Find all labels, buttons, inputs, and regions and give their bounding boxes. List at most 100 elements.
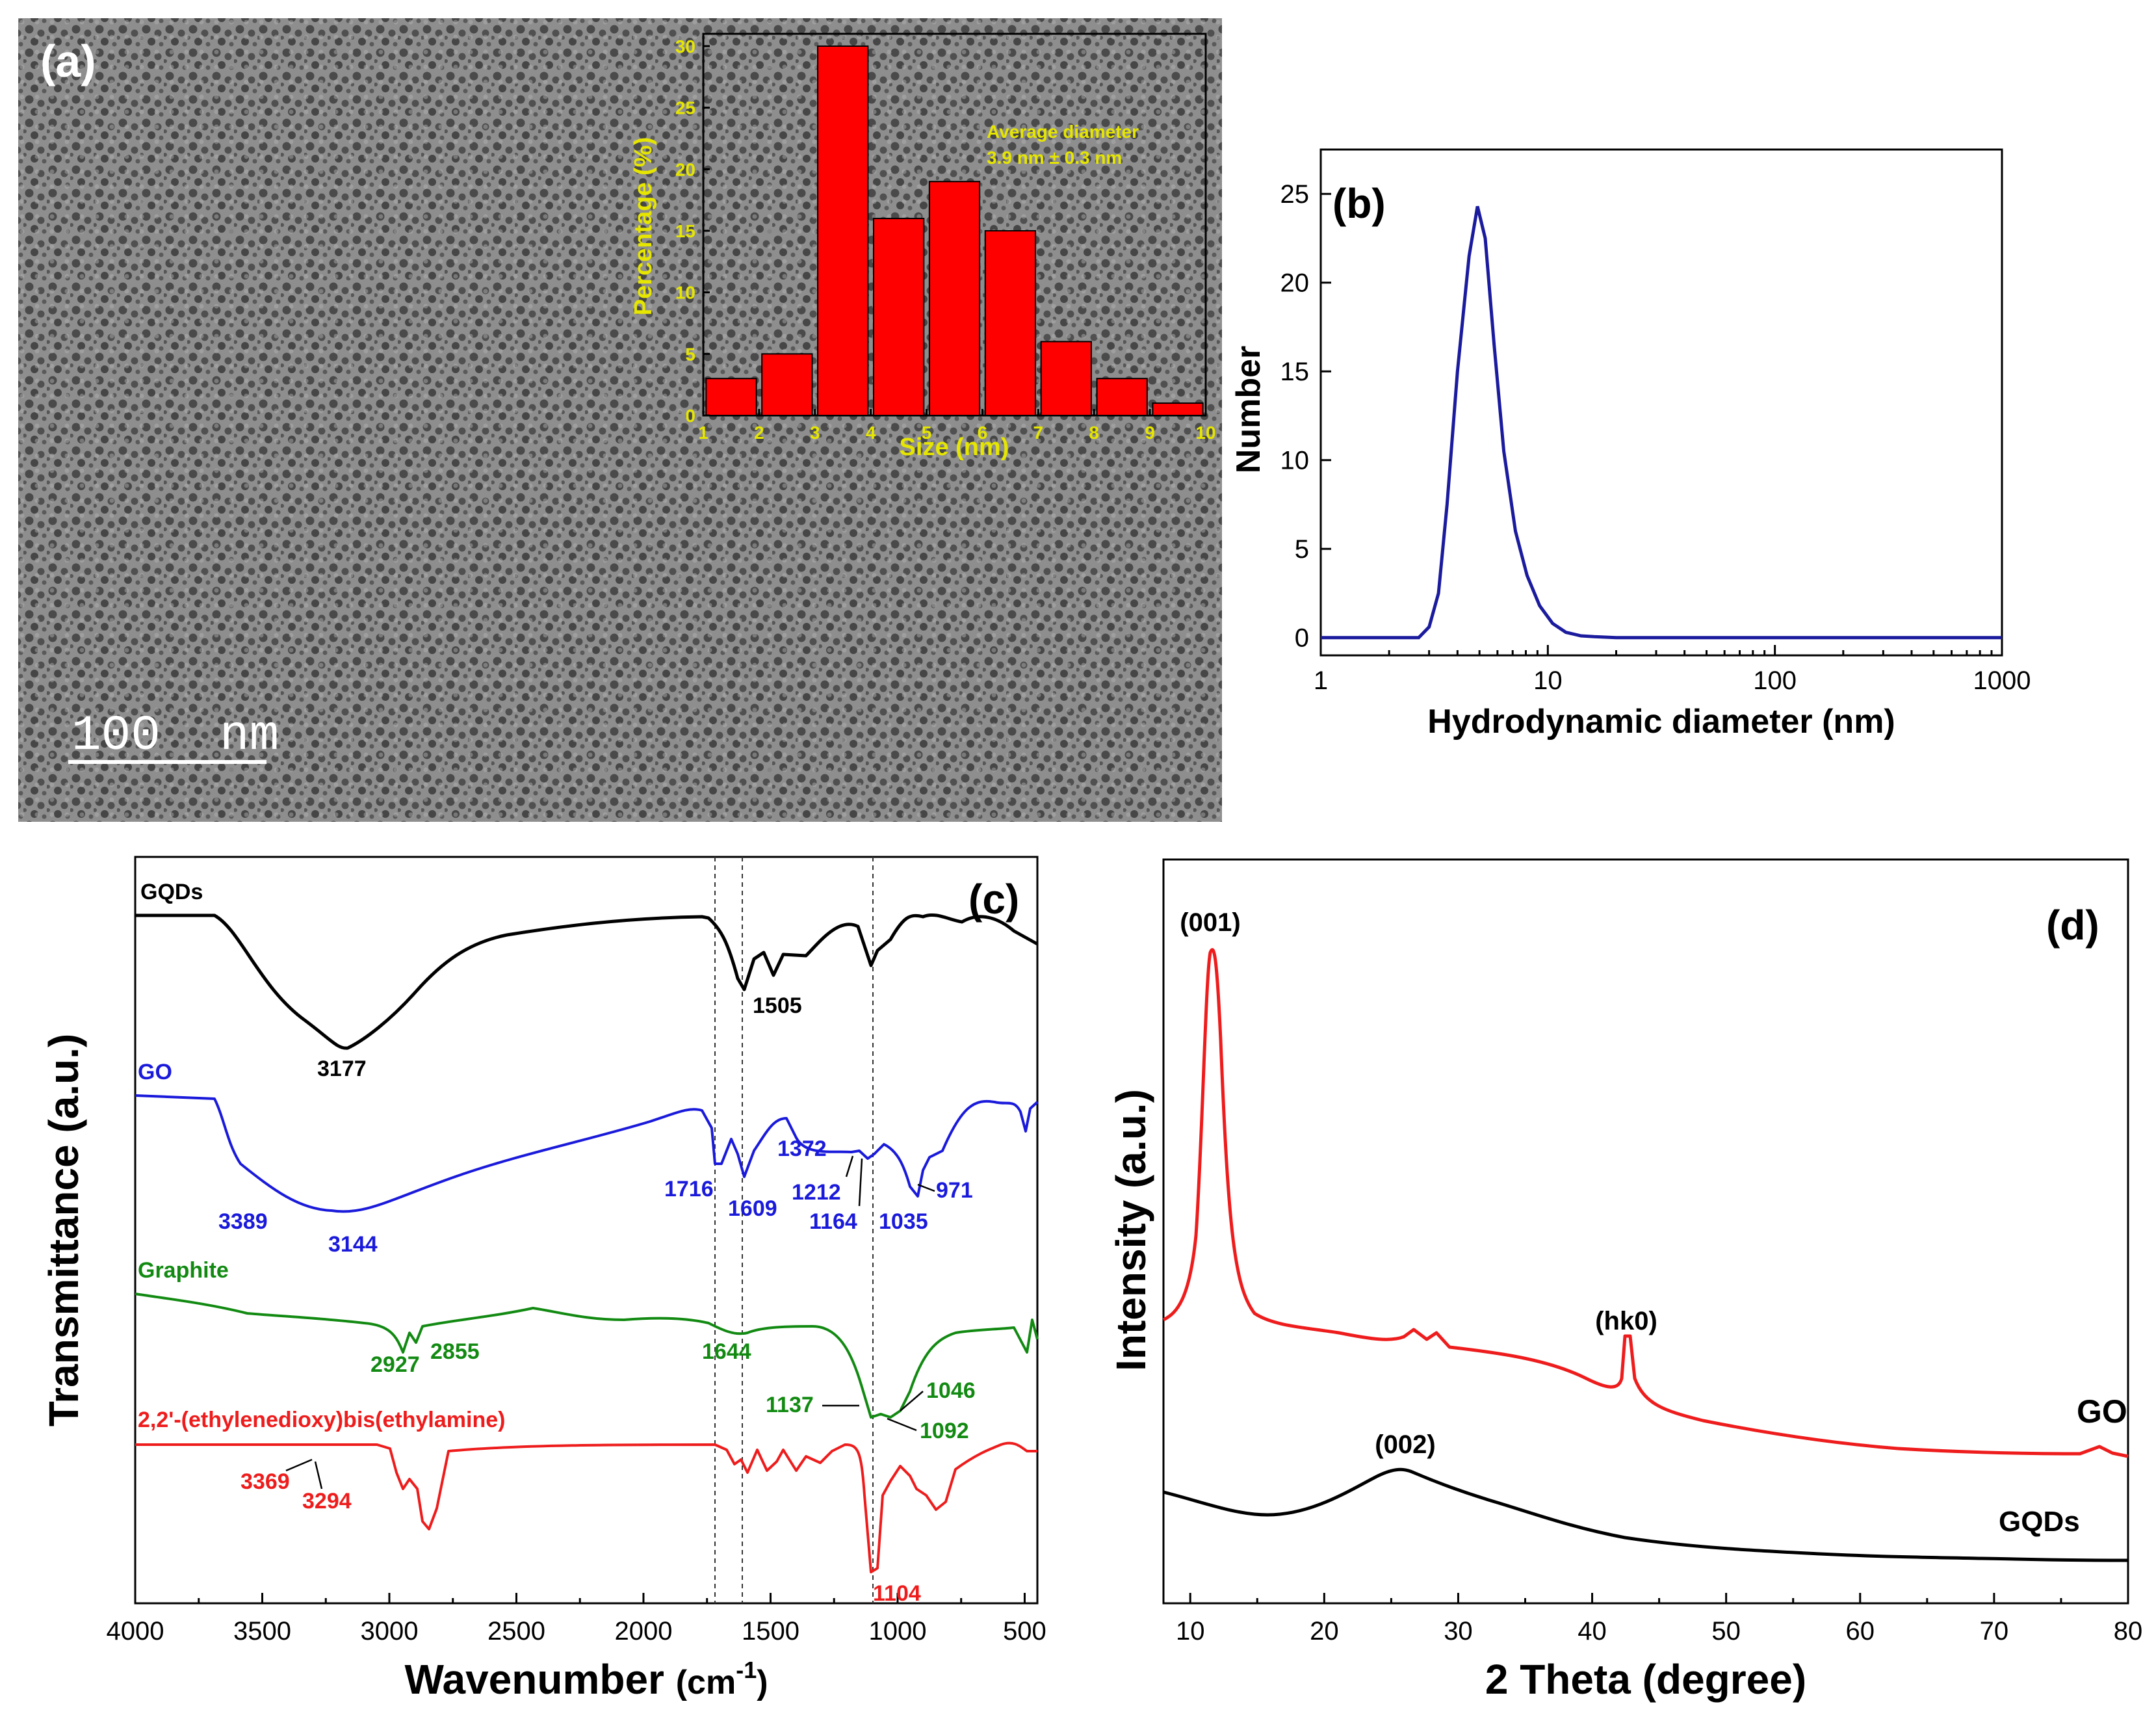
annotation-002: (002): [1375, 1430, 1435, 1459]
peak-1372: 1372: [777, 1136, 827, 1161]
peak-2855: 2855: [430, 1339, 480, 1364]
hist-ytick-label: 20: [675, 159, 695, 179]
d-xtick-label: 20: [1310, 1617, 1339, 1646]
d-xtick-label: 40: [1578, 1617, 1607, 1646]
diamine-ftir-line: [135, 1441, 1037, 1573]
hist-ytick-label: 30: [675, 36, 695, 57]
scale-bar-label: 100 nm: [71, 708, 279, 764]
arrow-1046: [900, 1391, 924, 1411]
reference-lines: [714, 857, 874, 1603]
c-xtick-label: 2500: [487, 1617, 545, 1646]
d-xtick-label: 10: [1176, 1617, 1205, 1646]
arrow-3294: [314, 1461, 323, 1489]
peak-1716: 1716: [664, 1177, 714, 1201]
hist-ytick-label: 10: [675, 283, 695, 303]
panel-c-xlabel: Wavenumber (cm-1): [404, 1656, 768, 1703]
peak-1644: 1644: [702, 1339, 751, 1364]
go-xrd-line: [1162, 948, 2129, 1458]
panel-c-xlabel-unit: (cm: [676, 1664, 736, 1701]
peak-1046: 1046: [926, 1378, 976, 1403]
hist-bar-4-5: [872, 218, 925, 416]
hist-xtick-label: 5: [922, 423, 932, 443]
arrow-1164: [858, 1158, 863, 1207]
panel-c-frame: [134, 856, 1039, 1605]
hist-xtick-label: 3: [810, 423, 820, 443]
go-ftir-line: [135, 1094, 1039, 1213]
series-label-go-xrd: GO: [2077, 1393, 2127, 1430]
panel-c-ylabel: Transmittance (a.u.): [40, 1034, 87, 1427]
b-ytick-label: 15: [1280, 358, 1310, 386]
arrow-971: [917, 1183, 935, 1192]
panel-d-ylabel: Intensity (a.u.): [1108, 1089, 1154, 1371]
c-xtick-label: 500: [1003, 1617, 1046, 1646]
peak-1212: 1212: [792, 1180, 841, 1205]
panel-b-frame: [1319, 148, 2003, 657]
d-xtick-label: 60: [1846, 1617, 1875, 1646]
peak-1505: 1505: [753, 993, 802, 1018]
b-ytick-label: 20: [1280, 269, 1310, 298]
hist-ytick-label: 25: [675, 98, 695, 118]
hist-xtick-label: 8: [1089, 423, 1099, 443]
hist-bar-9-10: [1152, 402, 1204, 416]
hist-xtick-label: 9: [1145, 423, 1155, 443]
panel-d-xlabel: 2 Theta (degree): [1485, 1656, 1806, 1703]
series-label-go: GO: [138, 1060, 172, 1084]
gqds-xrd-line: [1163, 1467, 2129, 1562]
tem-image-texture: [18, 18, 1222, 822]
series-label-diamine: 2,2'-(ethylenedioxy)bis(ethylamine): [138, 1408, 505, 1432]
panel-c-xlabel-sup: -1: [736, 1657, 757, 1683]
peak-1092: 1092: [920, 1419, 969, 1443]
panel-a: (a) 100 nm 1 2 3 4 5 6 7 8 9 10 0 5 10 15 20 25 30 Avera…: [18, 18, 1222, 822]
panel-c: 4000 3500 3000 2500 2000 1500 1000 500 GQDs GO …: [40, 856, 1046, 1703]
b-xtick-label: 100: [1753, 666, 1797, 695]
hist-xtick-label: 4: [866, 423, 876, 443]
hist-bar-6-7: [984, 230, 1037, 416]
peak-3177: 3177: [317, 1056, 367, 1081]
series-label-gqds-xrd: GQDs: [1999, 1506, 2080, 1538]
hist-bar-7-8: [1040, 341, 1092, 416]
panel-d: 10 20 30 40 50 60 70 80 (001) (hk0) (002) GO GQ…: [1108, 858, 2143, 1703]
c-xtick-label: 3000: [360, 1617, 418, 1646]
peak-971: 971: [936, 1178, 973, 1203]
hist-ylabel: Percentage (%): [630, 137, 657, 316]
c-xtick-label: 2000: [614, 1617, 672, 1646]
arrow-1092: [887, 1417, 917, 1432]
hist-xtick-label: 6: [978, 423, 988, 443]
peak-1035: 1035: [879, 1209, 928, 1234]
panel-d-frame: [1162, 858, 2129, 1605]
c-xtick-label: 1000: [868, 1617, 926, 1646]
hist-xtick-label: 7: [1033, 423, 1044, 443]
peak-3369: 3369: [240, 1469, 290, 1494]
hist-ytick-label: 5: [685, 344, 695, 364]
panel-label-d: (d): [2046, 902, 2099, 949]
peak-1137: 1137: [766, 1393, 814, 1417]
hist-bar-8-9: [1096, 378, 1148, 416]
b-xtick-label: 10: [1533, 666, 1563, 695]
hist-bar-5-6: [928, 181, 981, 416]
peak-3294: 3294: [302, 1489, 352, 1514]
peak-2927: 2927: [370, 1352, 420, 1377]
c-xtick-label: 3500: [233, 1617, 291, 1646]
arrow-3369: [285, 1458, 313, 1472]
hist-xtick-label: 1: [698, 423, 708, 443]
hist-bar-2-3: [761, 353, 813, 416]
hist-xlabel: Size (nm): [900, 434, 1009, 461]
panel-b-xlabel: Hydrodynamic diameter (nm): [1427, 703, 1895, 741]
d-xtick-label: 80: [2114, 1617, 2143, 1646]
panel-c-xlabel-main: Wavenumber: [404, 1656, 664, 1703]
peak-3389: 3389: [218, 1209, 268, 1234]
panel-label-a: (a): [40, 36, 96, 86]
gqds-ftir-line: [135, 913, 1039, 1050]
hist-ytick-label: 0: [685, 406, 695, 426]
peak-1104: 1104: [873, 1581, 921, 1606]
d-xtick-label: 30: [1444, 1617, 1473, 1646]
panel-label-c: (c): [968, 876, 1019, 923]
b-xtick-label: 1000: [1973, 666, 2031, 695]
d-xtick-label: 70: [1980, 1617, 2009, 1646]
panel-c-xlabel-close: ): [757, 1664, 768, 1701]
c-xtick-label: 1500: [742, 1617, 799, 1646]
peak-1609: 1609: [728, 1196, 777, 1221]
graphite-ftir-line: [135, 1293, 1039, 1419]
b-xtick-label: 1: [1314, 666, 1328, 695]
